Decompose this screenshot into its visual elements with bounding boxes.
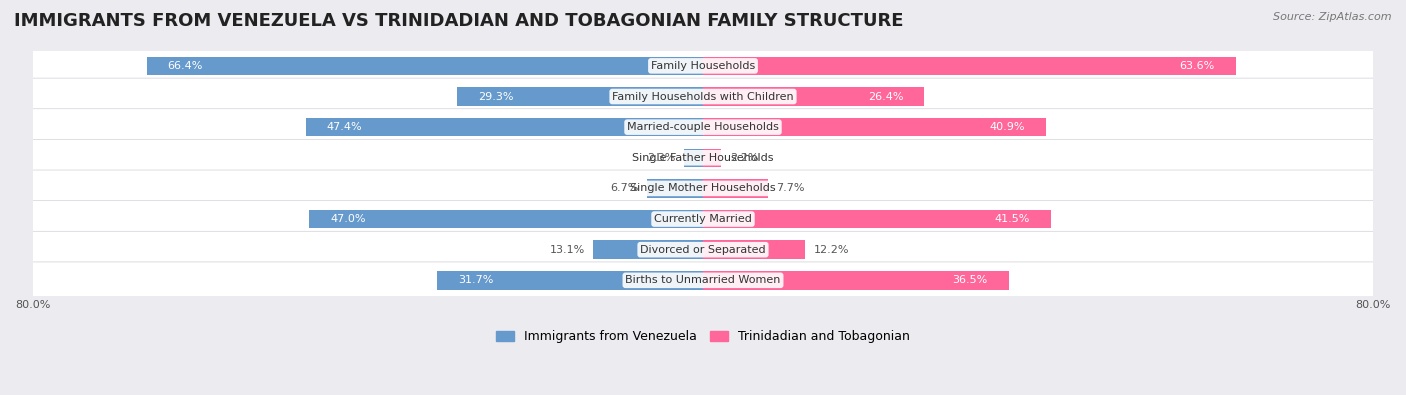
Bar [593,241,703,259]
Bar [703,149,721,167]
Text: 7.7%: 7.7% [776,183,804,194]
Legend: Immigrants from Venezuela, Trinidadian and Tobagonian: Immigrants from Venezuela, Trinidadian a… [496,330,910,343]
FancyBboxPatch shape [24,201,1382,237]
Text: 47.0%: 47.0% [330,214,366,224]
Bar [703,118,1046,136]
Text: 63.6%: 63.6% [1180,61,1215,71]
Bar [683,149,703,167]
Text: 13.1%: 13.1% [550,245,585,255]
Bar [307,118,703,136]
Bar [146,56,703,75]
FancyBboxPatch shape [24,78,1382,115]
Bar [647,179,703,198]
Text: 36.5%: 36.5% [953,275,988,285]
Bar [703,179,768,198]
Bar [703,87,924,106]
Text: 12.2%: 12.2% [814,245,849,255]
Text: 6.7%: 6.7% [610,183,638,194]
Bar [437,271,703,290]
Text: Divorced or Separated: Divorced or Separated [640,245,766,255]
Text: IMMIGRANTS FROM VENEZUELA VS TRINIDADIAN AND TOBAGONIAN FAMILY STRUCTURE: IMMIGRANTS FROM VENEZUELA VS TRINIDADIAN… [14,12,904,30]
Text: Currently Married: Currently Married [654,214,752,224]
Text: Source: ZipAtlas.com: Source: ZipAtlas.com [1274,12,1392,22]
Text: 47.4%: 47.4% [326,122,363,132]
Bar [703,271,1010,290]
Text: Family Households: Family Households [651,61,755,71]
Bar [703,56,1236,75]
FancyBboxPatch shape [24,170,1382,207]
Text: Single Father Households: Single Father Households [633,153,773,163]
FancyBboxPatch shape [24,262,1382,299]
Bar [309,210,703,228]
FancyBboxPatch shape [24,139,1382,176]
Bar [703,210,1050,228]
Text: 26.4%: 26.4% [868,92,903,102]
Text: Family Households with Children: Family Households with Children [612,92,794,102]
Text: 29.3%: 29.3% [478,92,515,102]
Text: Married-couple Households: Married-couple Households [627,122,779,132]
Text: 31.7%: 31.7% [458,275,494,285]
FancyBboxPatch shape [24,47,1382,84]
FancyBboxPatch shape [24,231,1382,268]
Text: 41.5%: 41.5% [994,214,1029,224]
Text: 40.9%: 40.9% [990,122,1025,132]
FancyBboxPatch shape [24,109,1382,145]
Text: 66.4%: 66.4% [167,61,202,71]
Text: Single Mother Households: Single Mother Households [630,183,776,194]
Bar [457,87,703,106]
Text: 2.2%: 2.2% [730,153,758,163]
Text: 2.3%: 2.3% [647,153,675,163]
Text: Births to Unmarried Women: Births to Unmarried Women [626,275,780,285]
Bar [703,241,806,259]
